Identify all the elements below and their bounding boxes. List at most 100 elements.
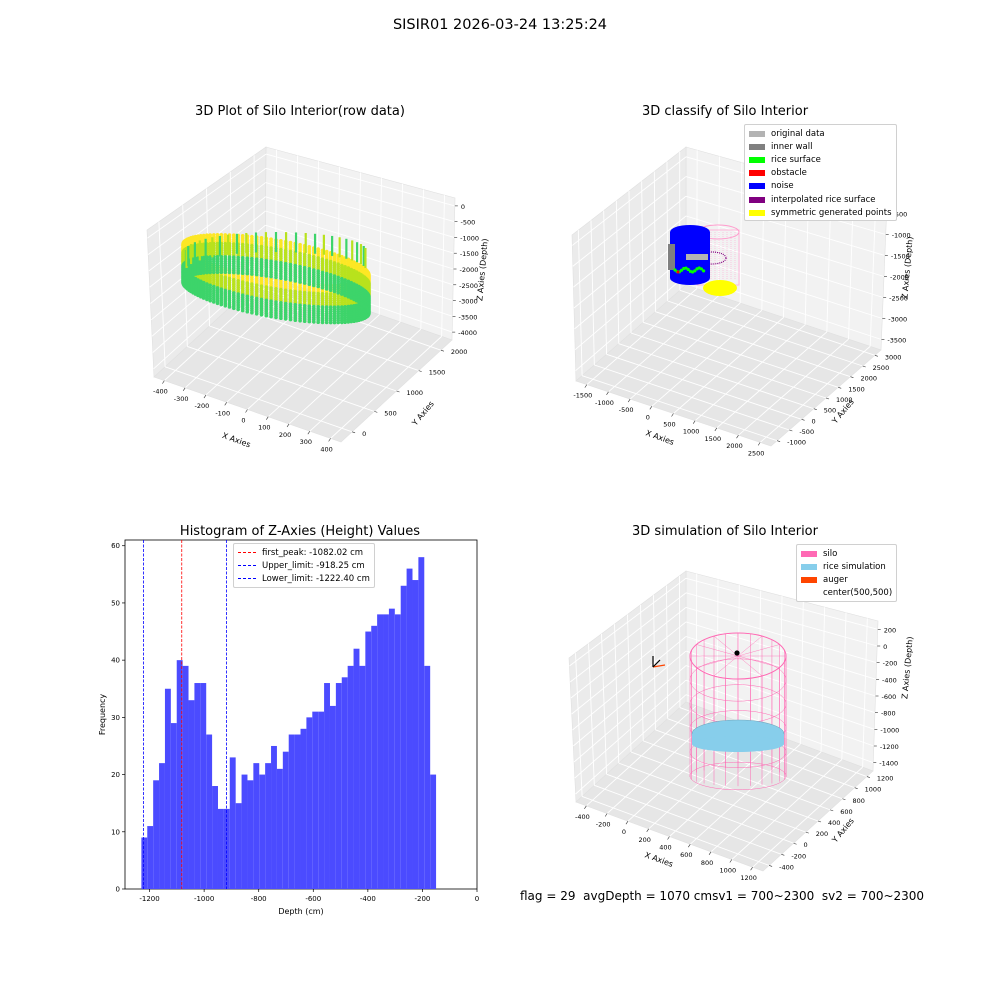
- p1-point: [227, 305, 232, 309]
- legend-item: Upper_limit: -918.25 cm: [238, 559, 370, 572]
- p1-point: [208, 270, 212, 275]
- p1-point: [223, 304, 228, 308]
- p1-x-tick-label: 300: [300, 438, 312, 446]
- x-tick-label: -400: [360, 895, 376, 903]
- p4-x-tick-label: 800: [701, 859, 713, 867]
- p1-point: [324, 287, 329, 291]
- p1-point: [201, 271, 206, 275]
- raw-data-3d-plot: -400-300-200-100010020030040005001000150…: [146, 146, 490, 453]
- legend-item: inner wall: [749, 140, 892, 153]
- legend-label: center(500,500): [823, 588, 893, 599]
- p1-point: [279, 316, 283, 320]
- histogram-bar: [235, 803, 242, 889]
- p2-y-tick-label: 3000: [885, 353, 902, 361]
- p1-point: [283, 317, 288, 321]
- p4-x-tick: [584, 805, 587, 809]
- histogram-bar: [153, 780, 160, 889]
- p1-z-axis-label: Z Axies (Depth): [475, 238, 489, 301]
- p4-y-tick-label: -200: [791, 852, 806, 860]
- p2-point: [680, 268, 684, 272]
- p1-point: [343, 320, 347, 324]
- p1-points: [181, 232, 371, 325]
- legend-item: silo: [801, 547, 892, 560]
- p1-z-tick-label: -3000: [459, 298, 478, 306]
- histogram-bar: [300, 728, 307, 889]
- p1-x-axis-label: X Axies: [221, 431, 252, 450]
- p2-y-tick-label: -1000: [787, 439, 806, 447]
- p1-point: [250, 272, 254, 276]
- p2-point: [686, 254, 708, 260]
- histogram-bar: [182, 665, 189, 889]
- p1-point: [340, 292, 344, 296]
- p1-point: [343, 293, 347, 298]
- histogram-bar: [324, 683, 330, 889]
- p4-point: [737, 655, 763, 677]
- p2-x-axis-label: X Axies: [644, 428, 675, 447]
- p2-points: [668, 224, 740, 296]
- p1-y-tick: [352, 431, 356, 434]
- p2-point: [673, 268, 677, 272]
- p4-y-tick: [854, 787, 858, 789]
- p2-y-tick-label: -500: [799, 428, 814, 436]
- p4-y-tick-label: -400: [779, 863, 794, 871]
- p1-point: [219, 270, 224, 274]
- legend-label: Upper_limit: -918.25 cm: [262, 560, 365, 571]
- p2-y-tick-label: 1000: [836, 396, 853, 404]
- legend-swatch: [749, 156, 765, 163]
- y-axis-label: Frequency: [98, 694, 107, 736]
- p1-point: [293, 279, 298, 283]
- p4-x-tick: [729, 859, 733, 863]
- p1-point: [201, 296, 206, 300]
- p4-point: [652, 659, 661, 668]
- p4-point: [737, 655, 780, 668]
- p2-y-tick: [838, 387, 842, 389]
- histogram-bar: [282, 751, 289, 889]
- p1-point: [288, 317, 293, 322]
- histogram-bar: [430, 774, 437, 889]
- histogram-bar: [170, 723, 177, 889]
- histogram-bar: [141, 837, 148, 889]
- histogram-bar: [318, 711, 325, 889]
- simulation-legend: silo rice simulation auger center(500,500): [796, 544, 898, 602]
- legend-line-swatch: [238, 552, 256, 554]
- p1-point: [212, 270, 216, 275]
- histogram-bar: [394, 614, 401, 889]
- p1-point: [259, 313, 264, 317]
- p2-z-tick-label: -3000: [888, 316, 907, 324]
- p4-y-tick: [805, 831, 809, 834]
- legend-swatch: [749, 196, 765, 203]
- p1-point: [274, 275, 278, 280]
- legend-swatch: [801, 563, 817, 570]
- histogram-legend: first_peak: -1082.02 cm Upper_limit: -918…: [233, 543, 375, 588]
- legend-item: noise: [749, 180, 892, 193]
- p2-point: [686, 267, 690, 272]
- p4-point: [734, 650, 740, 656]
- legend-item: interpolated rice surface: [749, 193, 892, 206]
- p1-point: [245, 309, 250, 314]
- histogram-bar: [383, 614, 389, 889]
- p1-point: [250, 310, 254, 315]
- p1-point: [288, 278, 293, 282]
- p2-y-tick-label: 0: [812, 417, 816, 425]
- p2-x-tick: [584, 384, 588, 388]
- histogram-bar: [353, 648, 360, 889]
- p4-z-tick-label: -400: [882, 676, 897, 684]
- p4-point: [737, 644, 780, 657]
- status-sv2: sv2 = 700~2300: [821, 889, 925, 903]
- p2-x-tick-label: 0: [646, 413, 650, 421]
- p1-z-tick-label: -2500: [459, 282, 478, 290]
- legend-item: first_peak: -1082.02 cm: [238, 546, 370, 559]
- histogram-bar: [206, 734, 213, 889]
- p1-point: [215, 270, 220, 274]
- p1-point: [336, 320, 341, 325]
- p4-z-tick-label: -600: [882, 693, 897, 701]
- p1-point: [302, 281, 307, 285]
- p2-y-tick: [862, 365, 866, 368]
- p1-point: [298, 280, 302, 284]
- p4-z-tick-label: -200: [883, 660, 898, 668]
- legend-line-swatch: [238, 565, 256, 567]
- histogram-bar: [271, 745, 277, 889]
- legend-item: rice surface: [749, 153, 892, 166]
- p2-z-tick-label: -2000: [890, 274, 909, 282]
- histogram-bar: [259, 774, 266, 889]
